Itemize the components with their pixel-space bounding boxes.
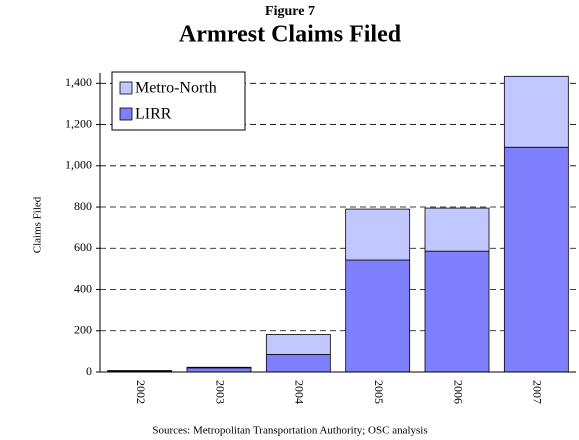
y-tick-label: 0 [86,364,92,378]
bar-segment [265,354,331,373]
bar-segment [265,334,331,355]
legend-label: LIRR [135,106,172,123]
bar-segment [345,208,411,261]
bar-segment [503,146,569,373]
y-tick-label: 1,000 [65,158,92,172]
legend-box [111,71,246,131]
bar-segment [186,367,252,373]
x-tick-label: 2007 [531,380,545,404]
bar-segment [424,250,490,373]
bar-segment [424,207,490,252]
source-note: Sources: Metropolitan Transportation Aut… [152,425,427,437]
y-axis-label: Claims Filed [32,196,44,253]
x-tick-label: 2002 [134,380,148,404]
bar-segment [345,259,411,373]
chart-title: Armrest Claims Filed [179,22,402,48]
y-tick-label: 200 [74,323,92,337]
legend-swatch [119,107,133,121]
chart-supertitle: Figure 7 [265,4,315,19]
bar-segment [503,75,569,148]
y-tick-label: 400 [74,281,92,295]
legend-label: Metro-North [135,80,217,97]
y-tick-label: 800 [74,199,92,213]
x-tick-label: 2003 [213,380,227,404]
bar-segment [186,366,252,369]
x-tick-label: 2004 [293,380,307,404]
y-tick-label: 600 [74,240,92,254]
y-tick-label: 1,200 [65,116,92,130]
x-tick-label: 2005 [372,380,386,404]
legend-swatch [119,81,133,95]
y-tick-label: 1,400 [65,75,92,89]
x-tick-label: 2006 [451,380,465,404]
